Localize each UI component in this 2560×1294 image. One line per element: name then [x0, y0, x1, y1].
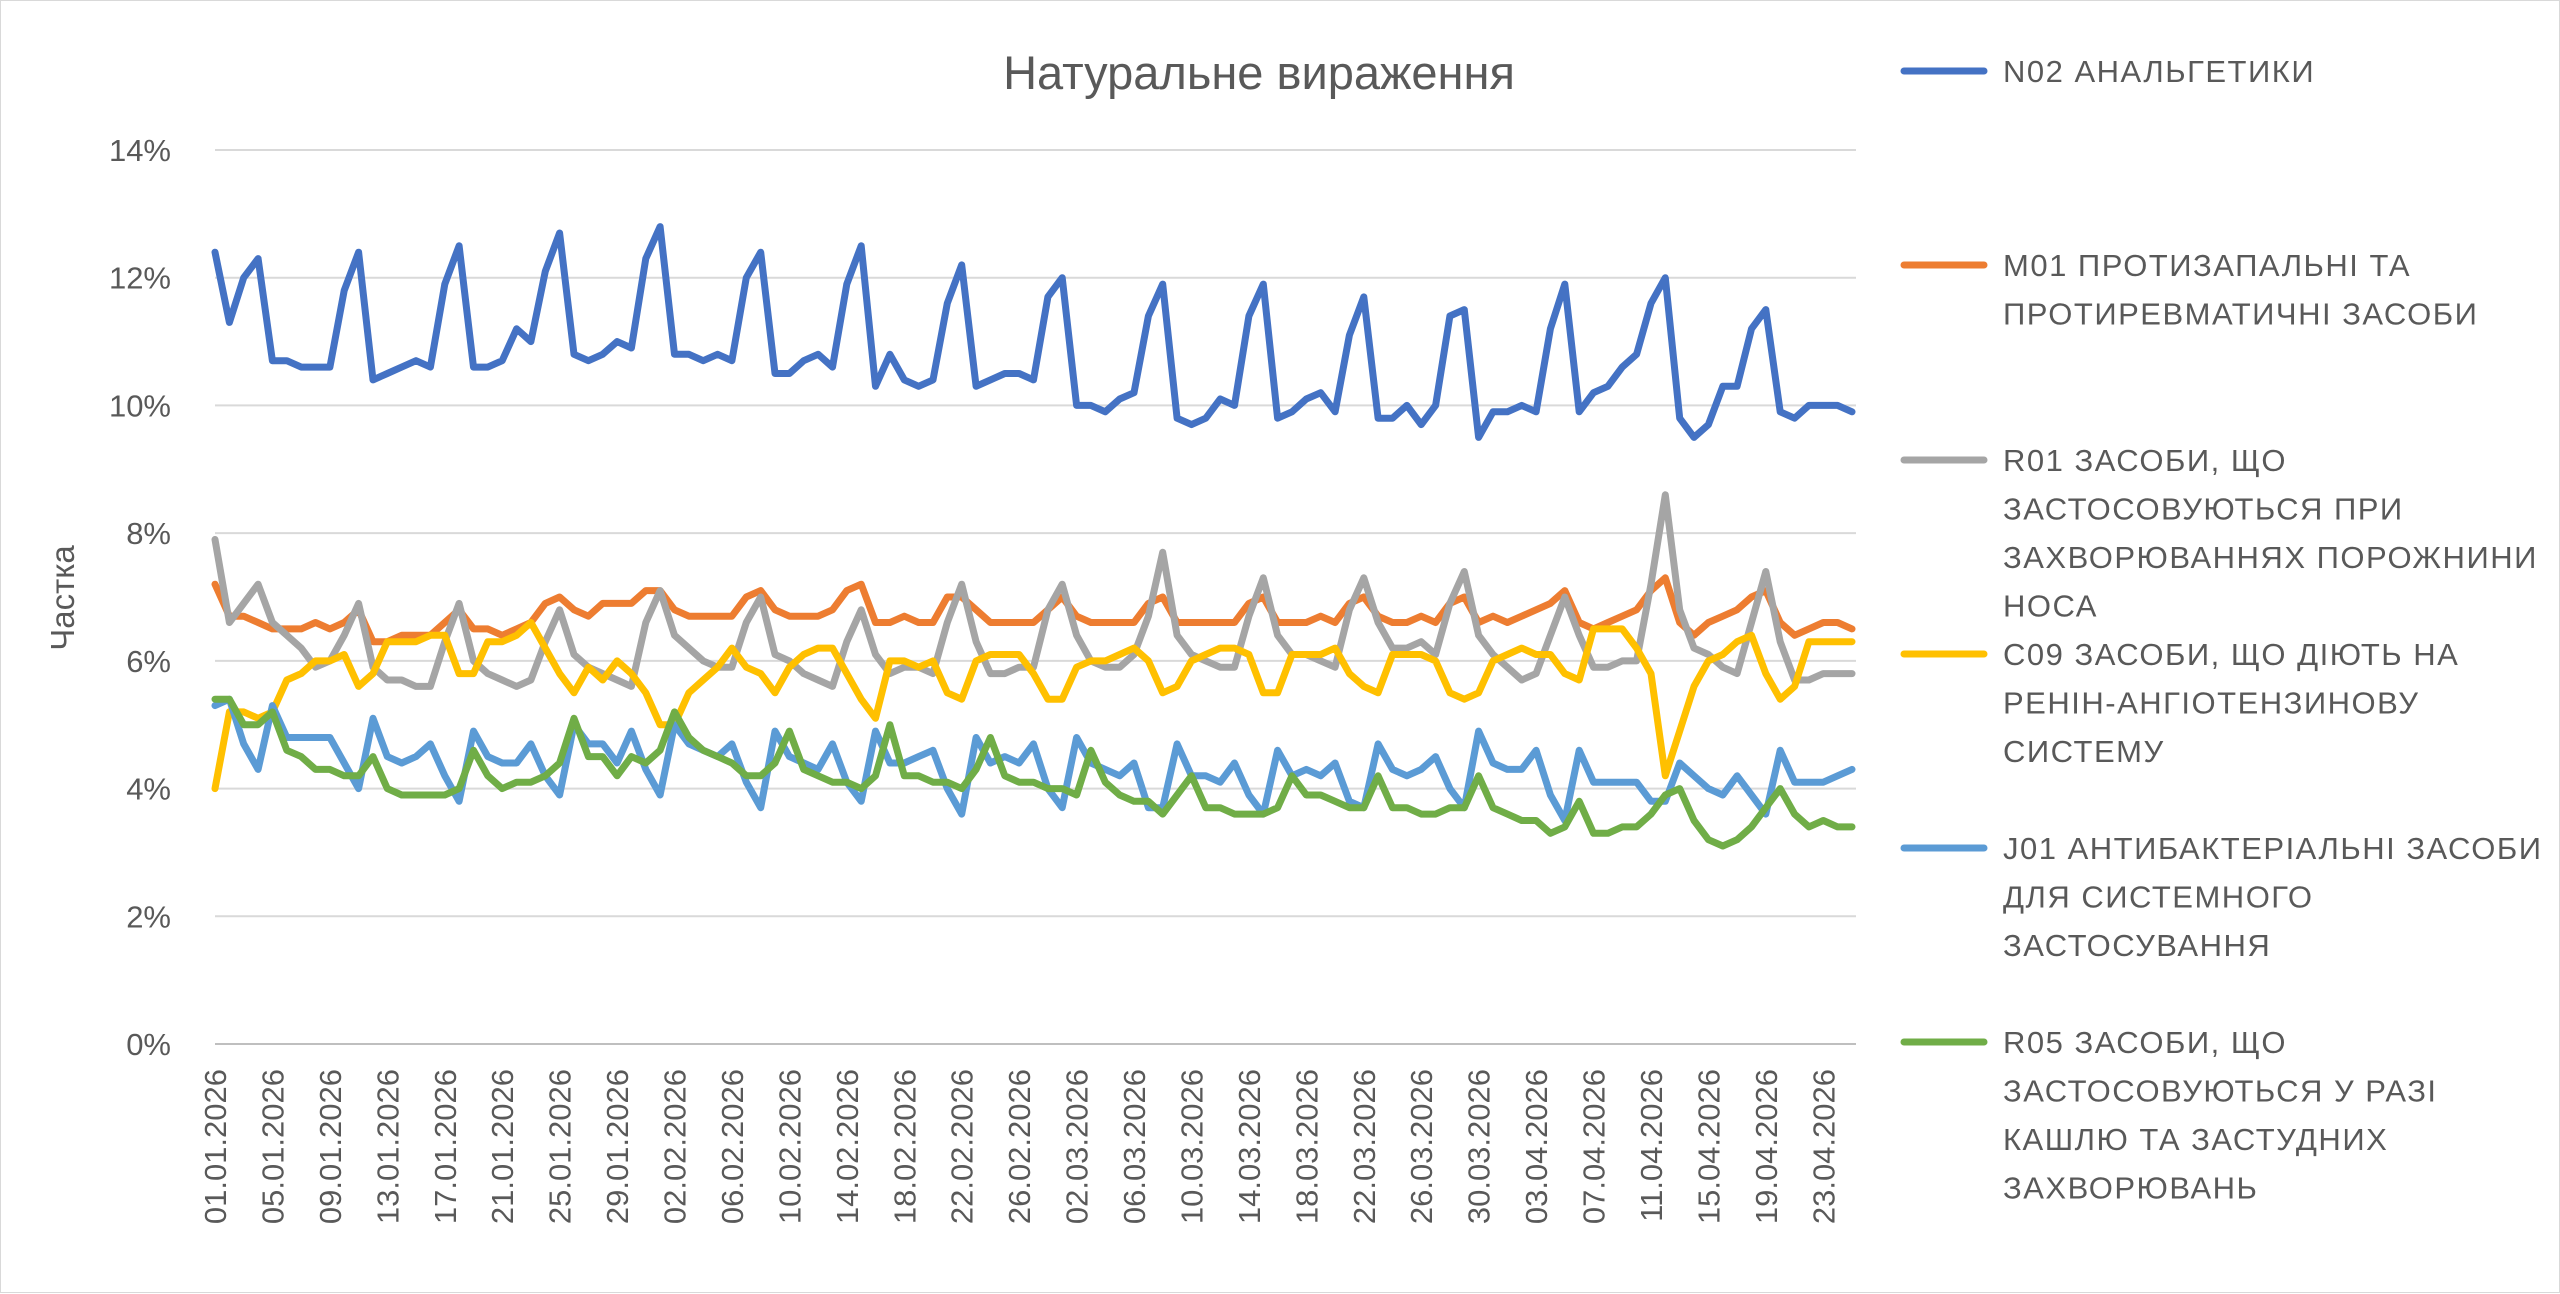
legend-item: R01 ЗАСОБИ, ЩО ЗАСТОСОВУЮТЬСЯ ПРИ ЗАХВОРЮВ… [1900, 443, 2538, 624]
x-tick-label: 17.01.2026 [428, 1069, 463, 1224]
legend-label: M01 ПРОТИЗАПАЛЬНІ ТА ПРОТИРЕВМАТИЧНІ ЗАСО… [2003, 248, 2478, 332]
legend-item: J01 АНТИБАКТЕРІАЛЬНІ ЗАСОБИ ДЛЯ СИСТЕМНОГ… [1900, 831, 2543, 963]
x-tick-label: 22.02.2026 [945, 1069, 980, 1224]
x-tick-label: 06.02.2026 [715, 1069, 750, 1224]
x-tick-label: 15.04.2026 [1691, 1069, 1726, 1224]
y-axis-title: Частка [44, 545, 81, 651]
series-line [211, 574, 1856, 646]
y-tick-label: 6% [126, 644, 171, 679]
legend-label: C09 ЗАСОБИ, ЩО ДІЮТЬ НА РЕНІН-АНГІОТЕНЗИН… [2003, 637, 2459, 769]
x-tick-label: 30.03.2026 [1462, 1069, 1497, 1224]
x-tick-label: 10.02.2026 [772, 1069, 807, 1224]
x-tick-label: 14.02.2026 [830, 1069, 865, 1224]
x-tick-label: 11.04.2026 [1634, 1069, 1669, 1222]
y-axis-ticks: 0% 2% 4% 6% 8% 10% 12% 14% [109, 133, 171, 1062]
x-tick-label: 03.04.2026 [1519, 1069, 1554, 1224]
legend-item: R05 ЗАСОБИ, ЩО ЗАСТОСОВУЮТЬСЯ У РАЗІ КАШЛЮ… [1900, 1025, 2438, 1206]
x-axis-ticks: 01.01.2026 05.01.2026 09.01.2026 13.01.2026… [198, 1069, 1841, 1224]
legend-label: R05 ЗАСОБИ, ЩО ЗАСТОСОВУЮТЬСЯ У РАЗІ КАШЛЮ… [2003, 1025, 2438, 1206]
x-tick-label: 06.03.2026 [1117, 1069, 1152, 1224]
plot-area [211, 223, 1856, 850]
x-tick-label: 05.01.2026 [255, 1069, 290, 1224]
x-tick-label: 22.03.2026 [1347, 1069, 1382, 1224]
y-tick-label: 12% [109, 261, 171, 296]
y-tick-label: 14% [109, 133, 171, 168]
legend-label: N02 АНАЛЬГЕТИКИ [2003, 54, 2315, 89]
legend-label: J01 АНТИБАКТЕРІАЛЬНІ ЗАСОБИ ДЛЯ СИСТЕМНОГ… [2003, 831, 2543, 963]
series-line [211, 695, 1856, 850]
y-tick-label: 10% [109, 388, 171, 423]
legend-item: C09 ЗАСОБИ, ЩО ДІЮТЬ НА РЕНІН-АНГІОТЕНЗИН… [1900, 637, 2459, 769]
series-line [211, 695, 1856, 824]
series-line [211, 223, 1856, 441]
series-line [211, 619, 1856, 793]
x-tick-label: 26.02.2026 [1002, 1069, 1037, 1224]
x-tick-label: 02.02.2026 [658, 1069, 693, 1224]
y-tick-label: 0% [126, 1027, 171, 1062]
x-tick-label: 23.04.2026 [1806, 1069, 1841, 1224]
x-tick-label: 13.01.2026 [370, 1069, 405, 1224]
series-line [211, 491, 1856, 690]
x-tick-label: 25.01.2026 [543, 1069, 578, 1224]
x-tick-label: 10.03.2026 [1174, 1069, 1209, 1224]
legend-label: R01 ЗАСОБИ, ЩО ЗАСТОСОВУЮТЬСЯ ПРИ ЗАХВОРЮВ… [2003, 443, 2538, 624]
x-tick-label: 14.03.2026 [1232, 1069, 1267, 1224]
x-tick-label: 09.01.2026 [313, 1069, 348, 1224]
x-tick-label: 21.01.2026 [485, 1069, 520, 1224]
x-tick-label: 07.04.2026 [1577, 1069, 1612, 1224]
legend-item: M01 ПРОТИЗАПАЛЬНІ ТА ПРОТИРЕВМАТИЧНІ ЗАСО… [1900, 248, 2478, 332]
y-tick-label: 2% [126, 899, 171, 934]
gridlines [215, 149, 1856, 1045]
x-tick-label: 18.03.2026 [1289, 1069, 1324, 1224]
legend-item: N02 АНАЛЬГЕТИКИ [1900, 54, 2315, 89]
x-tick-label: 26.03.2026 [1404, 1069, 1439, 1224]
x-tick-label: 01.01.2026 [198, 1069, 233, 1224]
y-tick-label: 8% [126, 516, 171, 551]
y-tick-label: 4% [126, 772, 171, 807]
legend: N02 АНАЛЬГЕТИКИ M01 ПРОТИЗАПАЛЬНІ ТА ПРОТИ… [1900, 54, 2543, 1206]
x-tick-label: 29.01.2026 [600, 1069, 635, 1224]
x-tick-label: 19.04.2026 [1749, 1069, 1784, 1224]
x-tick-label: 02.03.2026 [1060, 1069, 1095, 1224]
chart-title: Натуральне вираження [1003, 46, 1515, 99]
x-tick-label: 18.02.2026 [887, 1069, 922, 1224]
